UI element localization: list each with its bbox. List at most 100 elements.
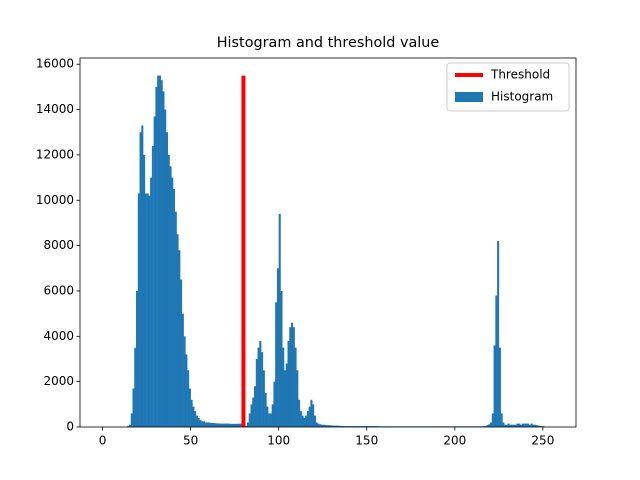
x-tick-label: 200 <box>443 434 466 448</box>
bar <box>521 423 524 427</box>
bar <box>528 424 531 427</box>
bar <box>190 399 193 427</box>
bar <box>342 426 345 427</box>
bar <box>530 423 533 427</box>
bar <box>236 423 239 427</box>
bar <box>201 421 204 427</box>
y-tick-label: 4000 <box>43 329 74 343</box>
bar <box>535 425 538 427</box>
bar <box>208 422 211 427</box>
bar <box>128 424 132 427</box>
bar <box>289 327 292 427</box>
bar <box>266 406 269 427</box>
bar <box>164 109 167 428</box>
bar <box>176 234 179 427</box>
bar <box>483 426 486 427</box>
bar <box>345 426 348 427</box>
bar <box>204 422 207 427</box>
bar <box>328 425 331 427</box>
bar <box>255 358 258 427</box>
bar <box>171 177 174 427</box>
bar <box>343 426 346 427</box>
bar <box>336 425 339 427</box>
bar <box>206 422 209 427</box>
x-tick-label: 250 <box>531 434 554 448</box>
bar <box>326 425 329 427</box>
bar <box>363 426 366 427</box>
bar <box>305 415 308 427</box>
bar <box>490 422 493 427</box>
bar <box>340 425 343 427</box>
bar <box>333 425 336 427</box>
bar <box>500 413 503 427</box>
bar <box>303 417 306 427</box>
bar <box>278 213 281 427</box>
bar <box>347 426 350 427</box>
bar <box>141 125 144 428</box>
bar <box>162 91 165 428</box>
bar <box>264 392 267 427</box>
bar <box>271 404 274 427</box>
bar <box>518 423 521 427</box>
bar <box>181 313 184 427</box>
bar <box>312 404 315 427</box>
x-tick-label: 0 <box>99 434 107 448</box>
bar <box>269 413 272 427</box>
bar <box>310 399 313 427</box>
bar <box>505 424 508 427</box>
bar <box>498 347 501 427</box>
bar <box>183 336 186 427</box>
bar <box>504 424 507 427</box>
bar <box>541 426 544 427</box>
bar <box>254 386 257 427</box>
y-tick-label: 2000 <box>43 374 74 388</box>
bar <box>313 415 316 427</box>
bar <box>146 193 149 427</box>
bar <box>127 425 130 427</box>
bar <box>493 345 496 427</box>
bar <box>261 352 264 427</box>
bar <box>188 388 191 427</box>
bar <box>283 370 287 427</box>
bar <box>259 340 262 427</box>
bar <box>519 424 523 427</box>
bar <box>130 413 133 427</box>
bar <box>512 424 516 427</box>
bar <box>324 424 327 427</box>
bar <box>185 354 188 427</box>
bar <box>165 132 169 427</box>
bar <box>484 425 487 427</box>
bar <box>296 370 299 427</box>
bar <box>132 388 135 427</box>
bar <box>507 423 510 427</box>
bar <box>320 424 324 427</box>
bar <box>516 423 519 427</box>
bar <box>252 397 255 427</box>
bar <box>502 422 505 427</box>
bar <box>158 75 161 428</box>
bar <box>287 340 290 427</box>
bar <box>151 145 154 427</box>
bar <box>285 363 288 427</box>
bar <box>509 424 512 427</box>
bar <box>217 423 220 427</box>
bar <box>239 423 242 427</box>
bar <box>248 413 251 427</box>
bar <box>178 250 181 427</box>
bar <box>486 425 489 427</box>
bar <box>150 177 153 427</box>
bar <box>222 423 225 427</box>
bar <box>294 347 297 427</box>
bar <box>197 417 200 427</box>
bar <box>174 211 177 427</box>
bar <box>514 424 517 427</box>
bar <box>195 415 198 427</box>
bar <box>306 411 309 427</box>
bar <box>317 423 320 427</box>
bar <box>338 425 341 427</box>
bar <box>257 347 260 427</box>
bar <box>366 426 369 427</box>
bar <box>335 425 338 427</box>
y-tick-label: 10000 <box>36 193 74 207</box>
bar <box>375 426 378 427</box>
